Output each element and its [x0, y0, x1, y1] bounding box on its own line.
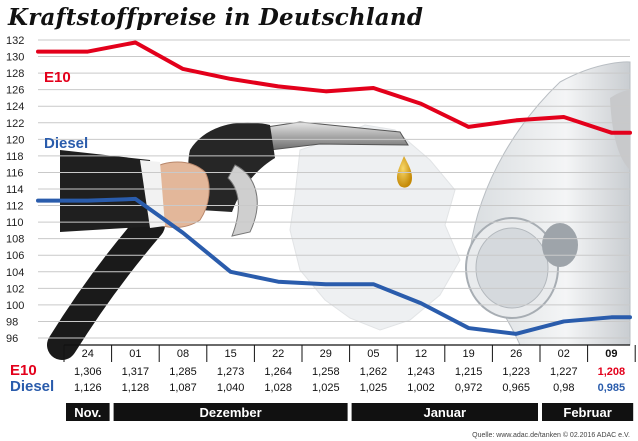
x-tick-label: 15 — [224, 348, 236, 360]
y-tick-label: 96 — [6, 333, 18, 345]
y-tick-label: 124 — [6, 101, 24, 113]
x-tick-label: 24 — [82, 348, 94, 360]
y-tick-label: 112 — [6, 201, 24, 213]
x-tick-label: 22 — [272, 348, 284, 360]
x-tick-label: 05 — [367, 348, 379, 360]
month-band — [542, 403, 634, 421]
month-label: Februar — [563, 405, 611, 420]
y-tick-label: 114 — [6, 184, 24, 196]
x-tick-label: 12 — [415, 348, 427, 360]
x-tick-label: 26 — [510, 348, 522, 360]
data-label: 0,98 — [553, 382, 574, 394]
nozzle-lever — [227, 164, 258, 237]
data-label: 1,258 — [312, 366, 340, 378]
x-tick-label: 19 — [462, 348, 474, 360]
data-label: 1,025 — [360, 382, 388, 394]
data-label: 1,243 — [407, 366, 435, 378]
y-tick-label: 122 — [6, 118, 24, 130]
y-tick-label: 130 — [6, 52, 24, 64]
data-label: 1,040 — [217, 382, 245, 394]
y-axis-ticks: 132 130 128 126 124 122 120 118 116 114 112 110 108 1… — [6, 35, 24, 345]
table-row-label-diesel: Diesel — [10, 378, 54, 395]
y-tick-label: 126 — [6, 85, 24, 97]
data-label: 1,227 — [550, 366, 578, 378]
data-label: 1,285 — [169, 366, 197, 378]
hand — [149, 161, 210, 228]
fuel-pump-illustration — [47, 61, 631, 360]
source-note: Quelle: www.adac.de/tanken © 02.2016 ADA… — [472, 432, 630, 439]
data-label: 1,306 — [74, 366, 102, 378]
month-band — [66, 403, 110, 421]
x-tick-label: 09 — [605, 348, 617, 360]
data-label: 1,223 — [502, 366, 530, 378]
y-tick-label: 132 — [6, 35, 24, 47]
data-label: 1,208 — [598, 366, 626, 378]
data-label: 0,972 — [455, 382, 483, 394]
month-label: Dezember — [200, 405, 262, 420]
data-label: 0,965 — [502, 382, 530, 394]
fuel-cap — [542, 223, 578, 267]
y-tick-label: 108 — [6, 234, 24, 246]
series-line-e10 — [36, 40, 632, 135]
data-label: 1,028 — [264, 382, 292, 394]
month-label: Januar — [423, 405, 466, 420]
data-label: 1,128 — [122, 382, 150, 394]
sleeve — [60, 150, 160, 232]
y-tick-label: 120 — [6, 134, 24, 146]
y-tick-label: 118 — [6, 151, 24, 163]
series-label-diesel: Diesel — [44, 135, 88, 152]
y-tick-label: 110 — [6, 217, 24, 229]
data-label: 1,087 — [169, 382, 197, 394]
series-labels: E10 Diesel — [44, 69, 88, 152]
y-tick-label: 106 — [6, 250, 24, 262]
data-label: 0,985 — [598, 382, 626, 394]
y-tick-label: 100 — [6, 300, 24, 312]
month-bar: Nov. Dezember Januar Februar — [66, 403, 634, 421]
germany-map-silhouette — [289, 124, 461, 331]
data-label: 1,264 — [264, 366, 292, 378]
y-tick-label: 116 — [6, 167, 24, 179]
data-label: 1,317 — [122, 366, 150, 378]
x-tick-label: 08 — [177, 348, 189, 360]
data-label: 1,262 — [360, 366, 388, 378]
x-tick-label: 01 — [129, 348, 141, 360]
data-label: 1,215 — [455, 366, 483, 378]
drop-icon — [397, 156, 412, 188]
x-tick-label: 02 — [558, 348, 570, 360]
y-tick-label: 98 — [6, 316, 18, 328]
y-tick-label: 104 — [6, 267, 24, 279]
data-label: 1,126 — [74, 382, 102, 394]
series-label-e10: E10 — [44, 69, 71, 86]
x-tick-label: 29 — [320, 348, 332, 360]
month-band — [113, 403, 348, 421]
month-label: Nov. — [74, 405, 101, 420]
y-tick-label: 128 — [6, 68, 24, 80]
data-label: 1,025 — [312, 382, 340, 394]
fuel-hose — [47, 210, 165, 360]
series-line-diesel — [36, 196, 632, 336]
nozzle-handle — [188, 122, 275, 212]
value-table: 24 01 08 15 22 29 05 12 19 26 02 09 E10 1,306 1,317 1,2… — [10, 344, 636, 395]
y-tick-label: 102 — [6, 283, 24, 295]
series-lines — [36, 40, 632, 336]
data-label: 1,273 — [217, 366, 245, 378]
month-band — [351, 403, 538, 421]
gridlines — [38, 39, 630, 339]
data-label: 1,002 — [407, 382, 435, 394]
table-row-label-e10: E10 — [10, 362, 37, 379]
chart-title: Kraftstoffpreise in Deutschland — [8, 4, 424, 31]
car-tail-light — [610, 90, 630, 170]
